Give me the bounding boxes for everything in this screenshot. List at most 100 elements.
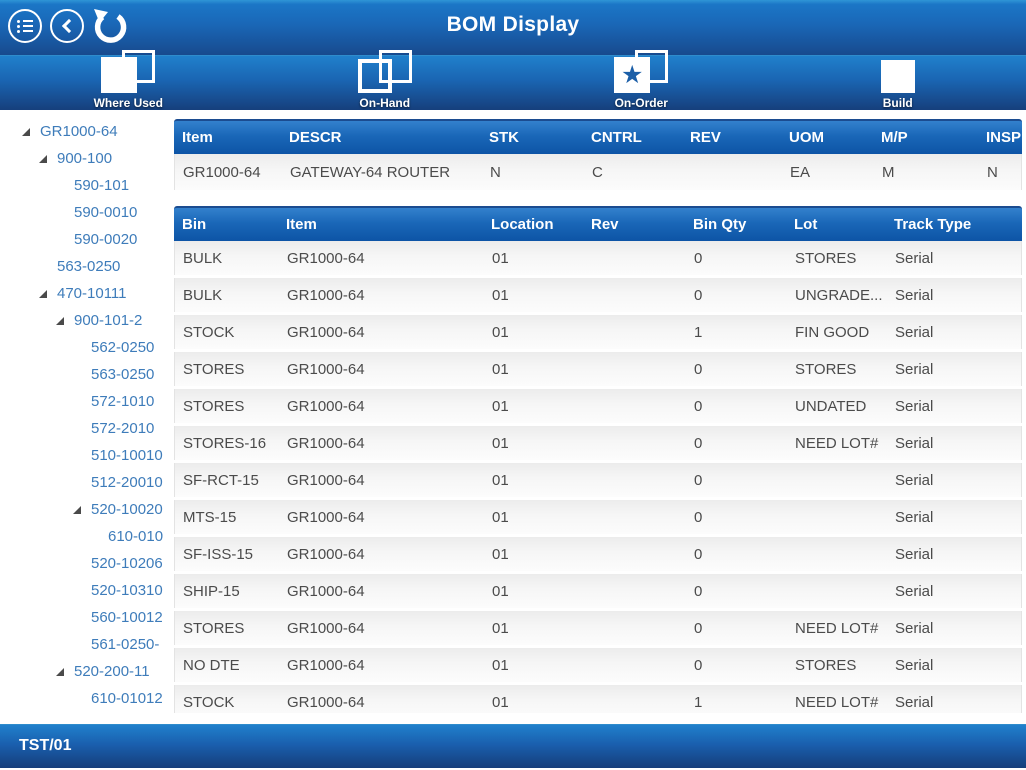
table-row[interactable]: BULK GR1000-64 01 0 STORES Serial xyxy=(174,241,1022,275)
column-header[interactable]: REV xyxy=(690,129,721,146)
back-button[interactable] xyxy=(50,9,84,43)
column-header[interactable]: Track Type xyxy=(894,216,972,233)
cell: Serial xyxy=(895,656,934,674)
tree-item[interactable]: 900-101-2 xyxy=(0,307,169,334)
tree-item[interactable]: 510-10010 xyxy=(0,442,169,469)
table-row[interactable]: STORES GR1000-64 01 0 UNDATED Serial xyxy=(174,389,1022,423)
cell: 0 xyxy=(694,656,703,674)
bom-tree: GR1000-64 900-100 590-101 590-0010 590-0020 5… xyxy=(0,110,169,717)
table-row[interactable]: MTS-15 GR1000-64 01 0 Serial xyxy=(174,500,1022,534)
tree-item[interactable]: 563-0250 xyxy=(0,253,169,280)
expand-arrow-icon[interactable] xyxy=(22,127,30,136)
cell: NO DTE xyxy=(183,656,240,674)
expand-arrow-icon[interactable] xyxy=(56,667,64,676)
cell: SHIP-15 xyxy=(183,582,240,600)
column-header[interactable]: Item xyxy=(286,216,317,233)
tree-item-label: 561-0250- xyxy=(91,636,160,653)
tree-item[interactable]: 512-20010 xyxy=(0,469,169,496)
column-header[interactable]: Lot xyxy=(794,216,818,233)
tree-item[interactable]: 590-0010 xyxy=(0,199,169,226)
column-header[interactable]: INSP xyxy=(986,129,1022,146)
column-header[interactable]: Item xyxy=(182,129,213,146)
tree-item-label: 520-10310 xyxy=(91,582,163,599)
tree-item[interactable]: 572-2010 xyxy=(0,415,169,442)
cell: Serial xyxy=(895,693,934,711)
table-row[interactable]: STORES GR1000-64 01 0 NEED LOT# Serial xyxy=(174,611,1022,645)
table-row[interactable]: NO DTE GR1000-64 01 0 STORES Serial xyxy=(174,648,1022,682)
cell: 0 xyxy=(694,397,703,415)
column-header[interactable]: Bin xyxy=(182,216,207,233)
expand-arrow-icon[interactable] xyxy=(56,316,64,325)
column-header[interactable]: Location xyxy=(491,216,554,233)
toolbar-item-where-used[interactable]: Where Used xyxy=(0,50,257,110)
column-header[interactable]: CNTRL xyxy=(591,129,642,146)
tree-item[interactable]: 520-10206 xyxy=(0,550,169,577)
tree-item[interactable]: GR1000-64 xyxy=(0,118,169,145)
cell: GR1000-64 xyxy=(287,286,365,304)
column-header[interactable]: M/P xyxy=(881,129,908,146)
expand-arrow-icon[interactable] xyxy=(73,505,81,514)
tree-item[interactable]: 572-1010 xyxy=(0,388,169,415)
tree-item-label: 590-0020 xyxy=(74,231,138,248)
expand-arrow-icon[interactable] xyxy=(39,289,47,298)
cell: 0 xyxy=(694,249,703,267)
cell: 1 xyxy=(694,323,703,341)
cell: Serial xyxy=(895,360,934,378)
cell: 0 xyxy=(694,360,703,378)
tree-item[interactable]: 562-0250 xyxy=(0,334,169,361)
table-row[interactable]: STORES GR1000-64 01 0 STORES Serial xyxy=(174,352,1022,386)
column-header[interactable]: UOM xyxy=(789,129,824,146)
table-row[interactable]: STOCK GR1000-64 01 1 FIN GOOD Serial xyxy=(174,315,1022,349)
table-row[interactable]: BULK GR1000-64 01 0 UNGRADE... Serial xyxy=(174,278,1022,312)
cell: STORES xyxy=(795,656,857,674)
table-row[interactable]: SF-RCT-15 GR1000-64 01 0 Serial xyxy=(174,463,1022,497)
tree-item-label: 560-10012 xyxy=(91,609,163,626)
toolbar: Where Used On-Hand On-Order Build xyxy=(0,50,1026,110)
tree-item[interactable]: 561-0250- xyxy=(0,631,169,658)
cell: GR1000-64 xyxy=(287,656,365,674)
cell: 01 xyxy=(492,360,509,378)
cell: GR1000-64 xyxy=(287,693,365,711)
status-bar: TST/01 xyxy=(0,724,1026,768)
table-row[interactable]: STORES-16 GR1000-64 01 0 NEED LOT# Serial xyxy=(174,426,1022,460)
cell: Serial xyxy=(895,508,934,526)
tree-item[interactable]: 590-101 xyxy=(0,172,169,199)
cell: EA xyxy=(790,163,811,181)
table-row[interactable]: SF-ISS-15 GR1000-64 01 0 Serial xyxy=(174,537,1022,571)
table-row[interactable]: SHIP-15 GR1000-64 01 0 Serial xyxy=(174,574,1022,608)
tree-item-label: 562-0250 xyxy=(91,339,155,356)
cell: SF-RCT-15 xyxy=(183,471,259,489)
tree-item[interactable]: 900-100 xyxy=(0,145,169,172)
cell: BULK xyxy=(183,249,223,267)
tree-item[interactable]: 590-0020 xyxy=(0,226,169,253)
tree-item[interactable]: 470-10111 xyxy=(0,280,169,307)
cell: N xyxy=(987,163,998,181)
refresh-button[interactable] xyxy=(91,7,129,47)
tree-item-label: 520-200-11 xyxy=(74,663,150,680)
tree-item-label: 520-10206 xyxy=(91,555,163,572)
cell: STORES xyxy=(795,249,857,267)
column-header[interactable]: STK xyxy=(489,129,519,146)
tree-item[interactable]: 520-10020 xyxy=(0,496,169,523)
toolbar-item-build[interactable]: Build xyxy=(770,56,1026,110)
column-header[interactable]: Rev xyxy=(591,216,619,233)
table-row[interactable]: STOCK GR1000-64 01 1 NEED LOT# Serial xyxy=(174,685,1022,713)
tree-item[interactable]: 560-10012 xyxy=(0,604,169,631)
toolbar-item-on-order[interactable]: On-Order xyxy=(513,50,770,110)
expand-arrow-icon[interactable] xyxy=(39,154,47,163)
toolbar-item-on-hand[interactable]: On-Hand xyxy=(257,50,514,110)
tree-item[interactable]: 563-0250 xyxy=(0,361,169,388)
cell: Serial xyxy=(895,323,934,341)
tree-item[interactable]: 610-01012 xyxy=(0,685,169,712)
tree-item[interactable]: 520-10310 xyxy=(0,577,169,604)
build-icon xyxy=(880,60,915,93)
menu-button[interactable] xyxy=(8,9,42,43)
toolbar-item-label: On-Order xyxy=(614,96,668,110)
table-row[interactable]: GR1000-64 GATEWAY-64 ROUTER N C EA M N xyxy=(174,154,1022,190)
tree-item[interactable]: 520-200-11 xyxy=(0,658,169,685)
column-header[interactable]: Bin Qty xyxy=(693,216,747,233)
tree-item[interactable]: 610-010 xyxy=(0,523,169,550)
item-table: Item DESCR STK CNTRL REV UOM M/P INSP GR1000-64 G… xyxy=(174,119,1022,193)
column-header[interactable]: DESCR xyxy=(289,129,342,146)
cell: 0 xyxy=(694,545,703,563)
